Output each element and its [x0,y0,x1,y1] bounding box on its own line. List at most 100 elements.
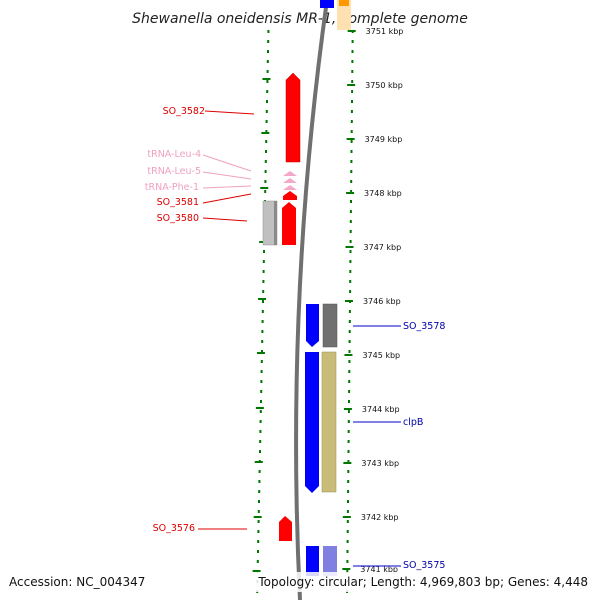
gene-top-partial[interactable] [320,0,351,30]
gene-SO_3580[interactable] [282,202,296,245]
gene-box-gray-SO_3578[interactable] [322,303,338,348]
right-track-dot [347,460,350,463]
right-major-tick [344,354,353,356]
kbp-tick-label: 3751 kbp [366,27,404,36]
right-track-dot [347,440,350,443]
left-major-tick [255,407,264,409]
label-SO_3575[interactable]: SO_3575 [403,560,445,571]
gene-arrow-tRNA-Leu-4[interactable] [283,171,297,176]
right-track-dot [347,450,350,453]
left-track-dot [257,510,260,513]
left-track-dot [258,490,261,493]
right-track-dot [348,400,350,403]
left-major-tick [256,352,265,354]
left-track-dot [261,310,264,313]
left-major-tick [254,461,263,463]
right-major-tick [347,84,356,86]
gene-box-purple-SO_3575[interactable] [323,546,337,576]
label-tRNA-Leu-4[interactable]: tRNA-Leu-4 [147,149,201,160]
left-track-dot [264,160,267,163]
gene-orange-partial[interactable] [339,0,349,6]
right-track-dot [351,80,354,83]
footer-backdrop [0,572,600,592]
gene-trna-cluster[interactable] [283,171,297,190]
right-major-tick [345,246,354,248]
label-SO_3580[interactable]: SO_3580 [157,213,199,224]
right-track-dot [348,320,351,323]
kbp-tick-label: 3750 kbp [365,81,403,90]
gene-SO_3576[interactable] [279,516,292,541]
left-track-dot [259,450,261,453]
left-track-dot [262,300,264,303]
gene-arrow-tRNA-Leu-5[interactable] [283,178,297,183]
left-track-dot [266,80,269,83]
right-track-dot [347,500,349,503]
left-track-dot [264,190,267,193]
gene-arrow-tRNA-Phe-1[interactable] [283,185,297,190]
label-SO_3578[interactable]: SO_3578 [403,321,445,332]
left-track-dot [259,410,262,413]
kbp-tick-label: 3742 kbp [361,513,399,522]
left-track-dot [259,420,262,423]
left-tick-track [252,30,271,593]
gene-arrow-SO_3581[interactable] [283,191,297,200]
gene-arrow-SO_3576[interactable] [279,516,292,541]
right-track-dot [349,280,352,283]
gene-SO_3575[interactable] [306,546,337,576]
gene-arrow-SO_3580[interactable] [282,202,296,245]
gene-arrow-SO_3578-blue[interactable] [306,304,319,347]
right-track-dot [348,390,351,393]
gene-arrow-clpB-blue[interactable] [305,352,319,493]
gene-box-khaki-clpB[interactable] [321,351,337,493]
left-track-dot [258,500,260,503]
right-track-dot [346,560,349,563]
right-track-dot [349,270,352,273]
left-track-dot [258,470,261,473]
gene-box-blue-SO_3575[interactable] [306,546,319,576]
right-major-tick [342,568,351,570]
label-SO_3581[interactable]: SO_3581 [157,197,199,208]
left-track-dot [261,340,264,343]
right-track-dot [349,240,352,243]
left-track-dot [256,560,259,563]
kbp-tick-label: 3748 kbp [364,189,402,198]
gene-gray-left[interactable] [262,200,278,246]
right-track-dot [349,210,352,213]
right-track-dot [351,50,354,53]
label-SO_3582[interactable]: SO_3582 [163,106,205,117]
gene-arrow-SO_3582[interactable] [285,72,301,163]
left-track-dot [266,90,269,93]
label-SO_3576[interactable]: SO_3576 [153,523,195,534]
right-track-dot [346,550,349,553]
right-major-tick [343,408,352,410]
left-track-dot [261,350,263,353]
kbp-tick-label: 3749 kbp [365,135,403,144]
left-track-dot [258,480,261,483]
left-track-dot [265,150,267,153]
right-track-dot [347,470,350,473]
gene-SO_3578[interactable] [306,303,338,348]
right-track-dot [348,380,351,383]
right-track-dot [351,70,354,73]
label-clpB[interactable]: clpB [403,417,423,428]
right-track-dot [347,480,350,483]
right-track-dot [346,530,349,533]
right-major-tick [344,300,353,302]
right-major-tick [347,30,356,32]
left-track-dot [257,550,259,553]
left-track-dot [264,170,267,173]
label-tRNA-Leu-5[interactable]: tRNA-Leu-5 [147,166,201,177]
kbp-tick-label: 3743 kbp [361,459,399,468]
right-track-dot [349,290,352,293]
gene-SO_3582[interactable] [285,72,301,163]
gene-light-orange-partial[interactable] [337,0,351,30]
label-tRNA-Phe-1[interactable]: tRNA-Phe-1 [145,182,199,193]
gene-clpB[interactable] [305,351,337,493]
left-track-dot [262,260,265,263]
right-track-dot [349,220,352,223]
gene-blue-partial[interactable] [320,0,334,8]
left-major-tick [253,516,262,518]
gene-SO_3581[interactable] [283,191,297,200]
gene-box-gray-edge [274,201,277,245]
left-track-dot [267,40,270,43]
